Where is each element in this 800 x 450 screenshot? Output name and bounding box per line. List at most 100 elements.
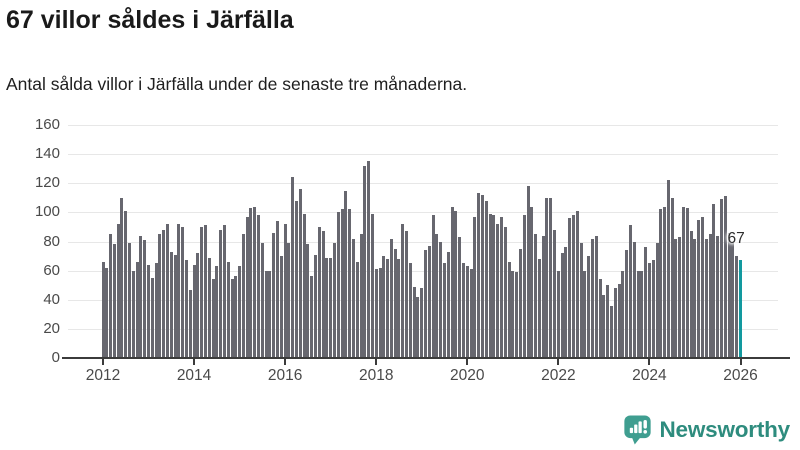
bar (147, 264, 151, 358)
x-axis-tick (284, 359, 287, 365)
bar (272, 232, 276, 358)
x-axis-line (62, 357, 790, 359)
bar (534, 234, 538, 358)
bar (427, 245, 431, 358)
bar (382, 256, 386, 358)
bar (336, 212, 340, 358)
x-axis-tick-label: 2020 (450, 367, 485, 384)
bar (678, 237, 682, 358)
bar (579, 242, 583, 358)
bar (203, 225, 207, 358)
x-axis-tick-label: 2026 (723, 367, 758, 384)
bar (503, 226, 507, 358)
bar (731, 241, 735, 358)
bar (556, 270, 560, 358)
bar (526, 186, 530, 358)
bar (480, 194, 484, 358)
bar (507, 261, 511, 358)
bar (716, 235, 720, 358)
bar (230, 279, 234, 358)
bar (572, 215, 576, 358)
bar (450, 206, 454, 358)
bar (587, 256, 591, 358)
bar (518, 248, 522, 358)
bar (139, 235, 143, 358)
bar (378, 267, 382, 358)
bar (226, 261, 230, 358)
gridline (68, 241, 778, 243)
newsworthy-bubble-barchart-icon (623, 414, 652, 445)
bar (704, 238, 708, 358)
bar (321, 231, 325, 358)
bar (701, 216, 705, 358)
x-axis-tick-label: 2016 (267, 367, 303, 384)
bar (594, 235, 598, 358)
bar (200, 226, 204, 358)
bar (621, 270, 625, 358)
bar (553, 229, 557, 358)
bar (283, 224, 287, 358)
bar (116, 224, 120, 358)
bar (473, 216, 477, 358)
bar (374, 269, 378, 358)
bar (367, 161, 371, 358)
bar (545, 197, 549, 358)
x-axis-tick (466, 359, 469, 365)
bar (351, 238, 355, 358)
y-axis-tick-label: 20 (43, 319, 60, 337)
x-axis-tick-label: 2022 (541, 367, 576, 384)
bar (389, 238, 393, 358)
bar (291, 177, 295, 358)
bar (640, 270, 644, 358)
bar (515, 272, 519, 358)
bar (663, 206, 667, 358)
bar (602, 295, 606, 358)
bar (560, 253, 564, 358)
bar (492, 215, 496, 358)
bar (435, 234, 439, 358)
bar (598, 279, 602, 358)
page-title: 67 villor såldes i Järfälla (6, 6, 294, 34)
x-axis-tick-label: 2012 (85, 367, 121, 384)
bar (306, 244, 310, 358)
bar (647, 263, 651, 358)
bar (439, 241, 443, 358)
bar (177, 224, 181, 358)
bar (720, 199, 724, 358)
bar (332, 242, 336, 358)
y-axis-tick-label: 40 (43, 290, 60, 308)
bar (416, 296, 420, 358)
bar (511, 270, 515, 358)
bar (219, 229, 223, 358)
bar (173, 254, 177, 358)
gridline (68, 125, 778, 126)
bar (568, 218, 572, 358)
gridline (68, 154, 778, 156)
bar (625, 250, 629, 358)
bar (537, 258, 541, 358)
bar (131, 270, 135, 358)
x-axis-tick (557, 359, 560, 365)
bar (499, 216, 503, 358)
bar (575, 210, 579, 358)
bar (264, 270, 268, 358)
bar (412, 286, 416, 358)
bar (340, 209, 344, 358)
y-axis-tick-label: 160 (34, 116, 60, 133)
x-axis-tick-label: 2014 (176, 367, 212, 384)
bar (355, 261, 359, 358)
bar (689, 231, 693, 358)
bar (530, 206, 534, 358)
bar (644, 247, 648, 358)
bar (222, 225, 226, 358)
bar (465, 266, 469, 358)
x-axis-tick-label: 2018 (358, 367, 394, 384)
bar (298, 189, 302, 358)
bar (279, 256, 283, 358)
bar (708, 234, 712, 358)
bar (655, 242, 659, 358)
bar (723, 196, 727, 358)
bar (359, 234, 363, 358)
bar (628, 225, 632, 358)
bar (154, 263, 158, 358)
